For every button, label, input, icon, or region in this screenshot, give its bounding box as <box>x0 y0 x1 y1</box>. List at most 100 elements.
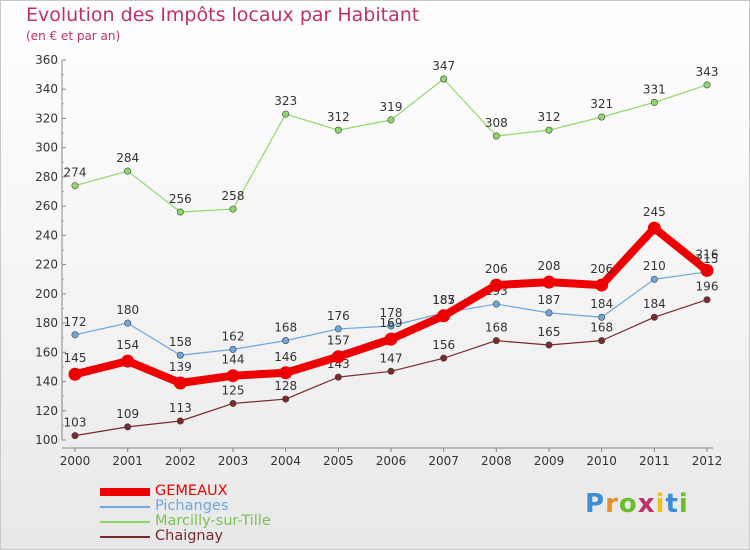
data-label: 331 <box>643 82 666 96</box>
x-tick-label: 2010 <box>586 454 617 468</box>
data-label: 176 <box>327 309 350 323</box>
data-point <box>124 423 132 431</box>
data-label: 168 <box>274 321 297 335</box>
data-point <box>279 366 293 380</box>
data-label: 157 <box>327 334 350 348</box>
data-label: 113 <box>169 401 192 415</box>
legend-label: Chaignay <box>155 528 224 544</box>
data-label: 154 <box>116 338 139 352</box>
x-tick-label: 2000 <box>60 454 91 468</box>
data-label: 347 <box>432 59 455 73</box>
data-label: 184 <box>643 297 666 311</box>
y-tick-label: 300 <box>35 141 58 155</box>
data-point <box>176 208 184 216</box>
data-label: 144 <box>222 353 245 367</box>
data-label: 168 <box>590 321 613 335</box>
data-label: 206 <box>590 262 613 276</box>
data-label: 162 <box>222 329 245 343</box>
data-label: 128 <box>274 379 297 393</box>
data-point <box>545 341 553 349</box>
data-point <box>173 376 187 390</box>
data-label: 185 <box>432 293 455 307</box>
legend-label: Pichanges <box>155 498 229 514</box>
data-label: 139 <box>169 360 192 374</box>
data-label: 180 <box>116 303 139 317</box>
data-label: 206 <box>485 262 508 276</box>
data-point <box>229 205 237 213</box>
data-label: 208 <box>538 259 561 273</box>
data-label: 109 <box>116 407 139 421</box>
data-point <box>384 332 398 346</box>
data-point <box>387 367 395 375</box>
data-label: 196 <box>696 280 719 294</box>
data-point <box>176 417 184 425</box>
data-label: 284 <box>116 151 139 165</box>
data-label: 312 <box>538 110 561 124</box>
data-label: 145 <box>64 351 87 365</box>
data-label: 256 <box>169 192 192 206</box>
data-label: 158 <box>169 335 192 349</box>
x-tick-label: 2004 <box>270 454 301 468</box>
data-label: 156 <box>432 338 455 352</box>
data-point <box>650 275 658 283</box>
data-label: 184 <box>590 297 613 311</box>
data-point <box>176 351 184 359</box>
data-point <box>334 325 342 333</box>
logo-letter: x <box>637 489 656 519</box>
data-point <box>492 132 500 140</box>
data-label: 258 <box>222 189 245 203</box>
y-tick-label: 360 <box>35 53 58 67</box>
data-point <box>334 373 342 381</box>
x-tick-label: 2007 <box>428 454 459 468</box>
legend-swatch <box>100 536 150 538</box>
y-tick-label: 200 <box>35 287 58 301</box>
data-point <box>226 369 240 383</box>
data-point <box>650 98 658 106</box>
chart-title: Evolution des Impôts locaux par Habitant <box>26 4 420 26</box>
data-point <box>387 322 395 330</box>
data-point <box>437 309 451 323</box>
data-point <box>598 113 606 121</box>
y-tick-label: 220 <box>35 258 58 272</box>
data-point <box>595 278 609 292</box>
y-tick-label: 140 <box>35 375 58 389</box>
x-tick-label: 2003 <box>218 454 249 468</box>
x-tick-label: 2012 <box>692 454 723 468</box>
y-tick-label: 340 <box>35 82 58 96</box>
data-label: 308 <box>485 116 508 130</box>
x-tick-label: 2002 <box>165 454 196 468</box>
logo-letter: r <box>605 489 619 519</box>
data-label: 245 <box>643 205 666 219</box>
data-point <box>492 300 500 308</box>
data-label: 216 <box>696 247 719 261</box>
data-label: 178 <box>380 306 403 320</box>
logo-letter: i <box>678 489 689 519</box>
x-tick-label: 2005 <box>323 454 354 468</box>
data-label: 103 <box>64 416 87 430</box>
data-label: 169 <box>380 316 403 330</box>
data-point <box>703 81 711 89</box>
data-point <box>545 309 553 317</box>
data-point <box>71 182 79 190</box>
data-point <box>650 313 658 321</box>
data-point <box>387 116 395 124</box>
chart-subtitle: (en € et par an) <box>26 29 121 43</box>
data-label: 343 <box>696 65 719 79</box>
data-point <box>440 75 448 83</box>
legend-swatch <box>100 488 150 496</box>
x-tick-label: 2006 <box>376 454 407 468</box>
data-point <box>598 313 606 321</box>
data-label: 168 <box>485 321 508 335</box>
data-point <box>282 337 290 345</box>
data-point <box>71 331 79 339</box>
y-tick-label: 160 <box>35 345 58 359</box>
data-label: 147 <box>380 351 403 365</box>
data-label: 312 <box>327 110 350 124</box>
data-point <box>71 432 79 440</box>
legend-label: Marcilly-sur-Tille <box>155 513 271 529</box>
data-label: 319 <box>380 100 403 114</box>
data-point <box>229 399 237 407</box>
logo-letter: t <box>665 489 679 519</box>
